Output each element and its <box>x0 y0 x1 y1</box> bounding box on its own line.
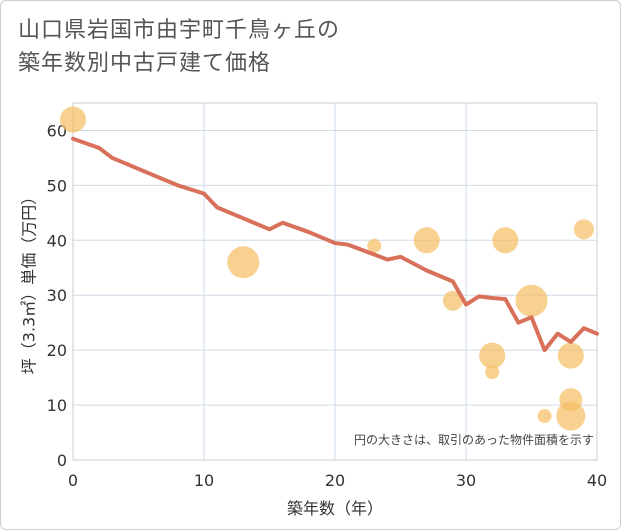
y-tick-label: 50 <box>47 176 67 195</box>
plot-border <box>72 102 598 461</box>
size-annotation: 円の大きさは、取引のあった物件面積を示す <box>354 432 594 447</box>
data-point <box>492 227 519 254</box>
data-point <box>442 290 463 311</box>
x-axis-label: 築年数（年） <box>287 499 383 518</box>
y-tick-label: 20 <box>47 341 67 360</box>
x-tick-label: 10 <box>194 471 214 490</box>
x-tick-label: 20 <box>325 471 345 490</box>
data-point <box>515 284 548 317</box>
data-point <box>367 238 382 253</box>
y-tick-label: 40 <box>47 231 67 250</box>
data-point <box>485 365 500 380</box>
y-tick-label: 10 <box>47 396 67 415</box>
x-tick-labels: 0 10 20 30 40 <box>68 471 607 490</box>
data-point <box>556 401 586 431</box>
data-point <box>573 219 594 240</box>
title-line-2: 築年数別中古戸建て価格 <box>18 51 272 76</box>
trend-line <box>71 136 599 353</box>
data-point <box>537 409 552 424</box>
x-tick-label: 30 <box>456 471 476 490</box>
chart-title: 山口県岩国市由宇町千鳥ヶ丘の 築年数別中古戸建て価格 <box>18 14 340 80</box>
title-line-1: 山口県岩国市由宇町千鳥ヶ丘の <box>18 18 341 43</box>
data-point <box>227 246 260 279</box>
grid-lines <box>72 103 598 461</box>
y-tick-label: 30 <box>47 286 67 305</box>
data-point <box>60 106 86 133</box>
data-point <box>557 342 584 369</box>
data-point <box>479 342 506 369</box>
y-tick-label: 0 <box>57 451 67 470</box>
x-tick-label: 40 <box>587 471 607 490</box>
data-point <box>413 227 440 254</box>
x-tick-label: 0 <box>68 471 78 490</box>
y-axis-label: 坪（3.3㎡）単価（万円） <box>20 189 39 374</box>
data-points <box>60 106 594 431</box>
